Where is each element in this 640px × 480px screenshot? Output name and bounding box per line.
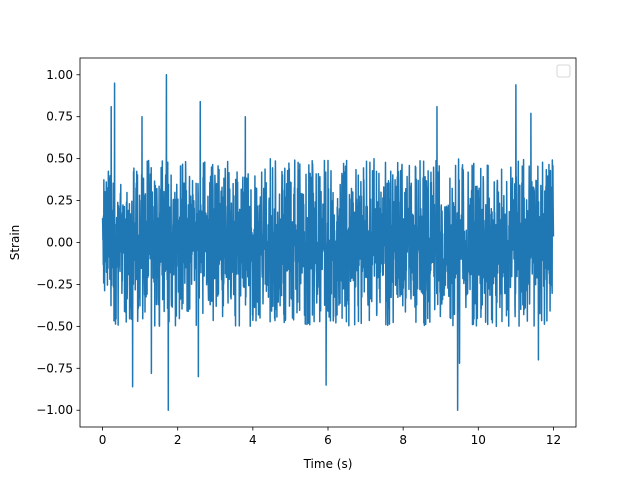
x-axis-label: Time (s) xyxy=(303,457,353,471)
strain-series-line xyxy=(101,74,555,411)
x-tick-label: 2 xyxy=(174,433,182,447)
x-tick-label: 4 xyxy=(249,433,257,447)
x-tick-label: 0 xyxy=(99,433,107,447)
x-tick-label: 12 xyxy=(546,433,561,447)
series-layer xyxy=(101,74,555,411)
legend-box xyxy=(556,64,571,78)
x-tick-label: 6 xyxy=(324,433,332,447)
y-axis-label: Strain xyxy=(8,225,22,261)
y-tick-label: −0.25 xyxy=(36,277,73,291)
y-tick-label: −0.50 xyxy=(36,319,73,333)
x-tick-label: 8 xyxy=(399,433,407,447)
y-tick-label: 0.00 xyxy=(46,236,73,250)
y-tick-label: 1.00 xyxy=(46,68,73,82)
y-tick-label: 0.50 xyxy=(46,152,73,166)
plot-area xyxy=(79,57,577,428)
y-tick-label: 0.25 xyxy=(46,194,73,208)
x-tick-label: 10 xyxy=(471,433,486,447)
y-tick-label: −0.75 xyxy=(36,361,73,375)
x-axis: 0 2 4 6 8 10 12 xyxy=(99,427,561,447)
y-axis: −1.00 −0.75 −0.50 −0.25 0.00 0.25 0.50 0.75 1.00 xyxy=(36,68,80,417)
y-tick-label: −1.00 xyxy=(36,403,73,417)
y-tick-label: 0.75 xyxy=(46,110,73,124)
